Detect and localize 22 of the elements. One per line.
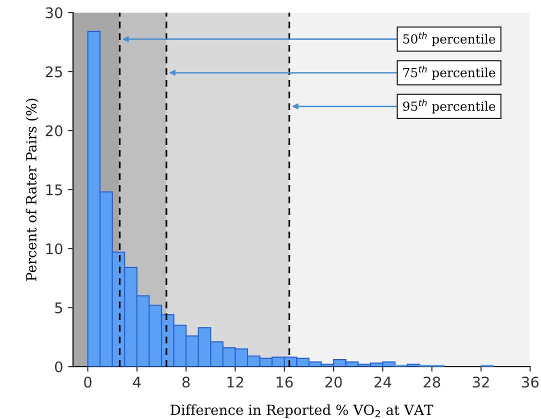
y-tick-label: 25 [46,66,62,78]
x-tick-label: 0 [84,376,92,388]
x-axis-title: Difference in Reported % VO$_{2}$ at VAT [170,404,434,418]
x-tick-label: 16 [276,376,293,388]
x-tick-label: 20 [325,376,342,388]
y-axis-title: Percent of Rater Pairs (%) [26,98,38,281]
x-tick-label: 28 [424,376,440,388]
x-tick-label: 36 [522,376,539,388]
x-tick-label: 12 [228,376,244,388]
x-tick-label: 24 [374,376,392,388]
x-tick-label: 4 [133,376,141,388]
y-tick-label: 15 [46,184,62,196]
y-tick-label: 20 [46,125,62,136]
y-tick-label: 5 [55,302,62,314]
y-tick-label: 30 [46,7,62,18]
y-tick-label: 10 [46,243,62,254]
x-tick-label: 32 [472,376,489,388]
y-tick-label: 0 [54,361,62,372]
x-tick-label: 8 [182,376,190,388]
ref-line-label: 75$^{th}$ percentile [403,66,496,80]
ref-line-label: 50$^{th}$ percentile [403,32,496,46]
ref-line-label: 95$^{th}$ percentile [403,99,496,114]
